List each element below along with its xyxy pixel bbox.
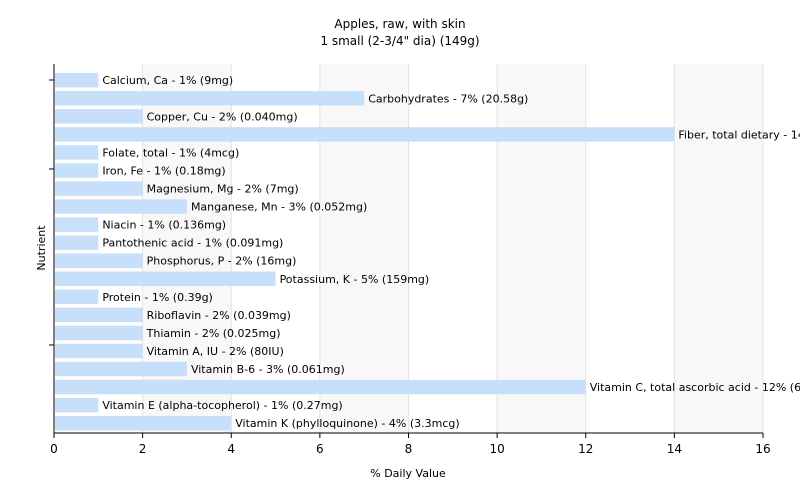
x-tick-labels: 0 2 4 6 8 10 12 14 16 [50,433,771,456]
x-tick-label: 2 [139,442,147,456]
y-axis-label: Nutrient [35,225,48,271]
bar [55,127,675,142]
bar-label: Niacin - 1% (0.136mg) [102,219,226,232]
bar-label: Fiber, total dietary - 14% (3.6g) [678,128,800,141]
bar [55,361,187,377]
bar-label: Thiamin - 2% (0.025mg) [146,327,281,340]
bar [55,217,99,232]
plot-band [231,64,320,433]
bar-label: Vitamin K (phylloquinone) - 4% (3.3mcg) [235,417,459,430]
x-tick-label: 6 [316,442,324,456]
x-tick-label: 16 [755,442,770,456]
bar-label: Vitamin A, IU - 2% (80IU) [147,345,284,358]
bar [55,379,586,395]
bar-label: Pantothenic acid - 1% (0.091mg) [102,237,283,250]
bar-label: Copper, Cu - 2% (0.040mg) [147,110,298,123]
bar-label: Carbohydrates - 7% (20.58g) [368,92,528,105]
bar [55,163,99,178]
bar-label: Iron, Fe - 1% (0.18mg) [102,164,225,177]
bar [55,235,99,250]
bar [55,109,143,124]
bar [55,307,143,323]
bar-label: Folate, total - 1% (4mcg) [102,146,239,159]
bar [55,145,99,160]
bar [55,343,143,359]
bar [55,271,276,286]
x-axis-label: % Daily Value [370,467,446,480]
bar-label: Riboflavin - 2% (0.039mg) [147,309,291,322]
bar [55,199,187,214]
bars: Calcium, Ca - 1% (9mg) Carbohydrates - 7%… [55,73,800,431]
plot-band [319,64,409,433]
bar-label: Calcium, Ca - 1% (9mg) [102,74,233,87]
bar-label: Manganese, Mn - 3% (0.052mg) [191,201,367,214]
x-tick-label: 10 [489,442,504,456]
bar [55,91,365,106]
bar-label: Vitamin C, total ascorbic acid - 12% (6.… [590,381,800,394]
bar [55,415,232,431]
bar-label: Potassium, K - 5% (159mg) [280,273,430,286]
chart-subtitle: 1 small (2-3/4" dia) (149g) [320,34,479,48]
bar [55,397,99,413]
bar-label: Phosphorus, P - 2% (16mg) [147,255,297,268]
bar-label: Magnesium, Mg - 2% (7mg) [147,183,299,196]
bar-label: Vitamin B-6 - 3% (0.061mg) [191,363,345,376]
plot-band [674,64,763,433]
x-tick-label: 4 [227,442,235,456]
chart-title: Apples, raw, with skin [334,17,465,31]
plot-band [497,64,586,433]
x-tick-label: 8 [405,442,413,456]
bar [55,289,99,305]
x-tick-label: 0 [50,442,58,456]
bar-label: Vitamin E (alpha-tocopherol) - 1% (0.27m… [102,399,342,412]
bar [55,73,99,88]
bar [55,181,143,196]
plot-band [585,64,675,433]
plot-background [54,64,763,433]
bar [55,325,143,341]
plot-band [408,64,498,433]
x-tick-label: 14 [667,442,682,456]
bar [55,253,143,268]
x-tick-label: 12 [578,442,593,456]
bar-label: Protein - 1% (0.39g) [102,291,213,304]
